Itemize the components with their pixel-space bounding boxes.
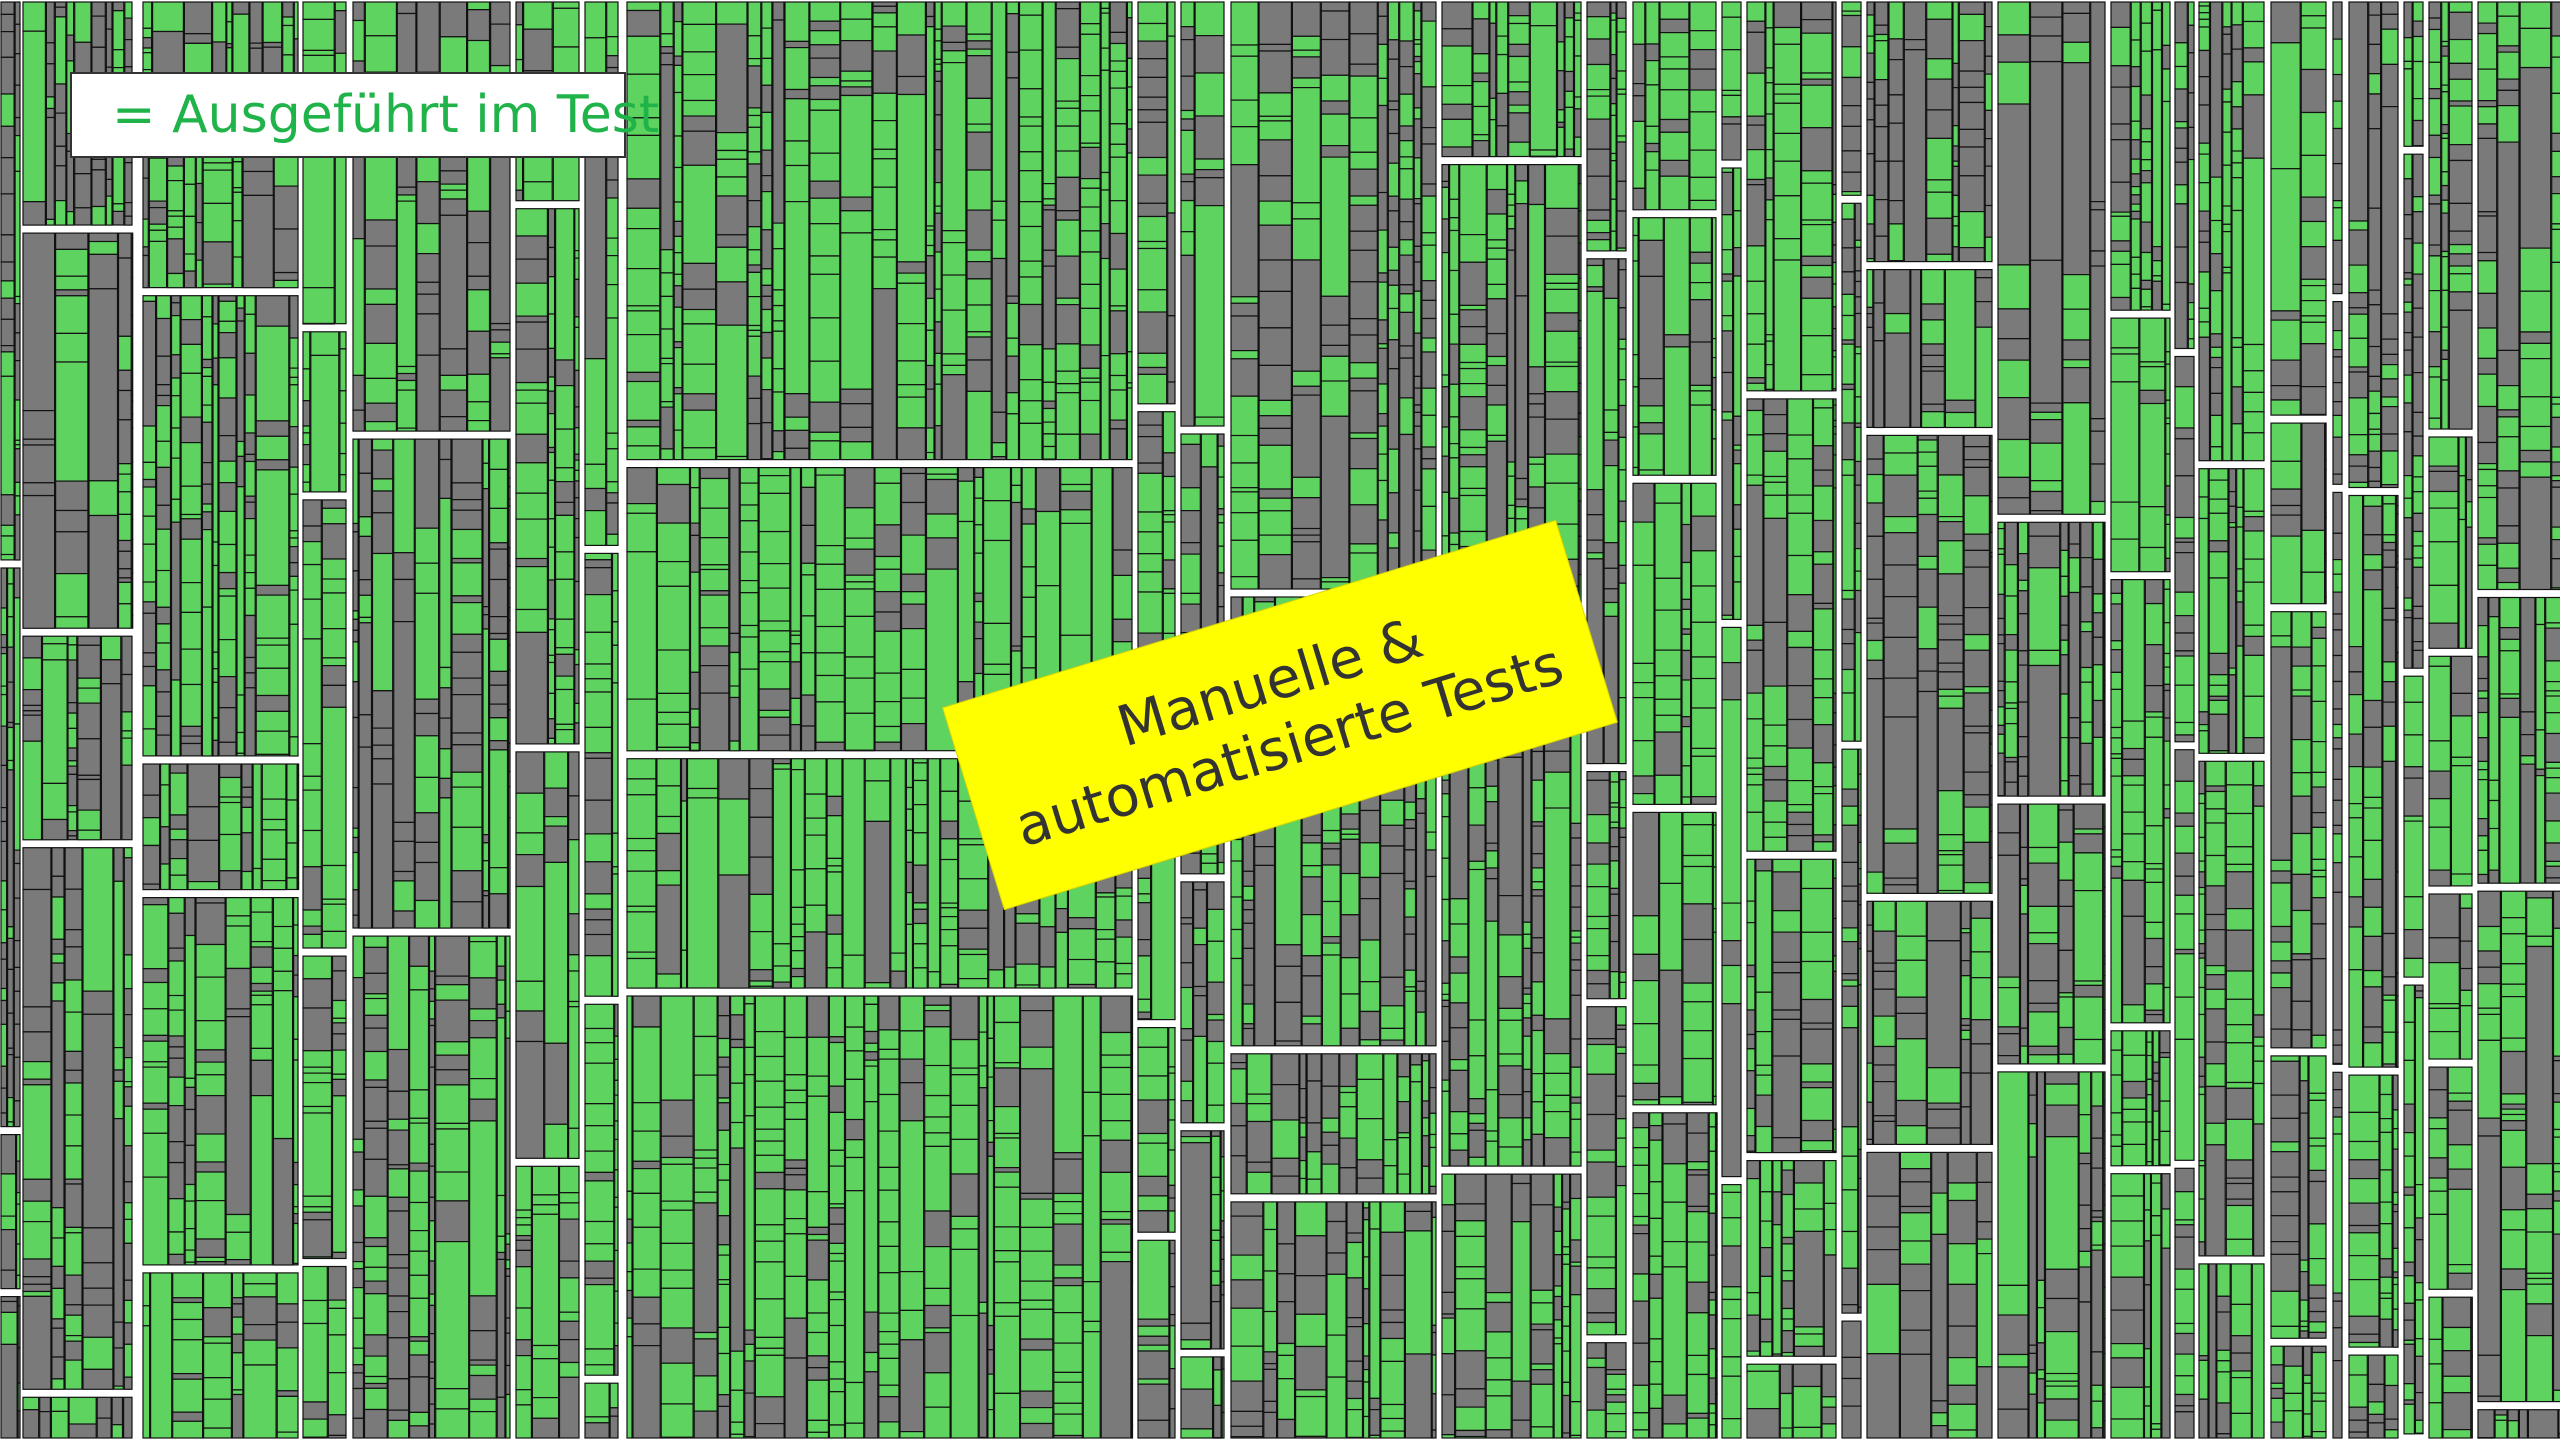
legend-label: = Ausgeführt im Test xyxy=(112,85,660,145)
legend-box: = Ausgeführt im Test xyxy=(70,72,659,158)
